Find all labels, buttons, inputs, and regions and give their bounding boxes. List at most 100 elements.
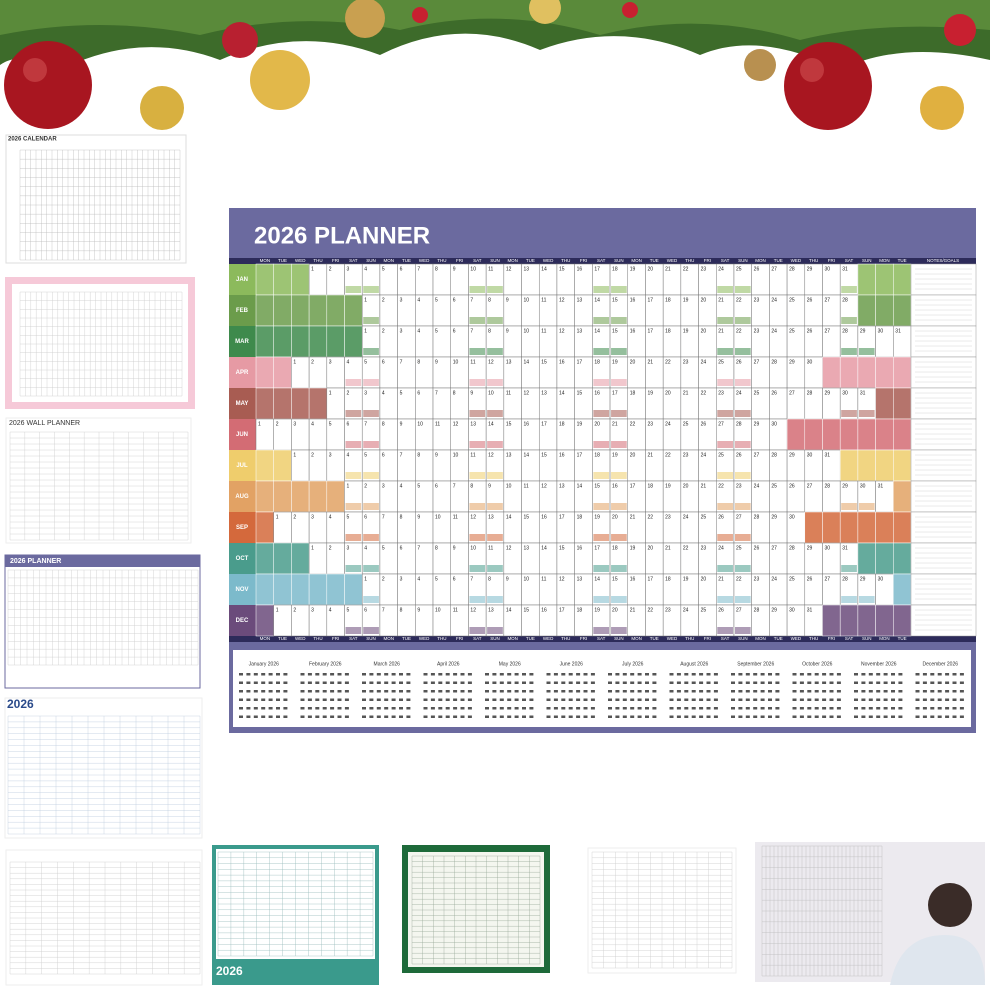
day-number: 5 bbox=[347, 607, 350, 613]
day-number: 27 bbox=[771, 266, 777, 272]
calendar-day bbox=[676, 698, 681, 701]
day-number: 27 bbox=[807, 483, 813, 489]
weekday-label: MON bbox=[755, 636, 766, 641]
thumbnail-title: 2026 bbox=[7, 697, 34, 711]
calendar-day bbox=[959, 690, 964, 693]
day-number: 9 bbox=[506, 297, 509, 303]
day-number: 7 bbox=[470, 576, 473, 582]
notes-cell bbox=[910, 573, 977, 606]
calendar-day bbox=[753, 698, 758, 701]
header-strip bbox=[229, 258, 976, 264]
day-number: 24 bbox=[683, 607, 689, 613]
day-number: 9 bbox=[506, 328, 509, 334]
empty-cell bbox=[273, 449, 292, 482]
calendar-day bbox=[362, 690, 366, 693]
calendar-day bbox=[768, 715, 772, 718]
calendar-day bbox=[713, 690, 718, 693]
empty-cell bbox=[875, 356, 894, 389]
calendar-day bbox=[467, 715, 472, 718]
day-number: 1 bbox=[311, 266, 314, 272]
empty-cell bbox=[839, 418, 859, 451]
weekday-label: WED bbox=[791, 636, 802, 641]
day-number: 28 bbox=[842, 328, 848, 334]
empty-cell bbox=[273, 294, 292, 327]
weekday-label: TUE bbox=[774, 258, 783, 263]
calendar-day bbox=[807, 673, 812, 676]
calendar-day bbox=[891, 673, 895, 676]
calendar-day bbox=[915, 681, 920, 684]
empty-cell bbox=[875, 294, 894, 327]
day-number: 23 bbox=[683, 452, 689, 458]
calendar-day bbox=[792, 681, 797, 684]
weekend-bar bbox=[593, 317, 610, 324]
calendar-day bbox=[952, 673, 957, 676]
calendar-day bbox=[937, 715, 942, 718]
day-number: 9 bbox=[435, 452, 438, 458]
day-number: 8 bbox=[382, 421, 385, 427]
day-number: 12 bbox=[488, 359, 494, 365]
month-label: MAR bbox=[235, 339, 249, 345]
day-number: 12 bbox=[470, 514, 476, 520]
weekday-label: THU bbox=[313, 258, 322, 263]
calendar-day bbox=[492, 715, 497, 718]
day-number: 27 bbox=[718, 421, 724, 427]
calendar-day bbox=[561, 690, 566, 693]
notes-cell bbox=[910, 263, 977, 296]
day-number: 14 bbox=[524, 452, 530, 458]
calendar-day bbox=[868, 673, 873, 676]
day-number: 4 bbox=[347, 452, 350, 458]
weekday-label: THU bbox=[809, 258, 818, 263]
calendar-day bbox=[330, 698, 335, 701]
calendar-day bbox=[959, 707, 964, 710]
calendar-day bbox=[239, 673, 243, 676]
day-number: 1 bbox=[364, 576, 367, 582]
calendar-day bbox=[608, 673, 612, 676]
calendar-day bbox=[891, 690, 895, 693]
calendar-day bbox=[583, 707, 588, 710]
calendar-day bbox=[300, 707, 305, 710]
calendar-day bbox=[854, 673, 858, 676]
calendar-day bbox=[615, 707, 620, 710]
calendar-day bbox=[883, 673, 888, 676]
empty-cell bbox=[875, 542, 894, 575]
calendar-day bbox=[883, 707, 888, 710]
weekend-bar bbox=[469, 441, 486, 448]
calendar-day bbox=[283, 707, 288, 710]
calendar-day bbox=[467, 698, 472, 701]
calendar-day bbox=[799, 690, 804, 693]
empty-cell bbox=[255, 573, 274, 606]
calendar-day bbox=[706, 681, 711, 684]
day-number: 28 bbox=[754, 514, 760, 520]
day-number: 24 bbox=[718, 545, 724, 551]
calendar-day bbox=[676, 690, 681, 693]
calendar-day bbox=[514, 698, 519, 701]
calendar-day bbox=[814, 698, 819, 701]
day-number: 20 bbox=[630, 359, 636, 365]
calendar-day bbox=[699, 698, 704, 701]
calendar-day bbox=[514, 690, 519, 693]
weekend-bar bbox=[717, 534, 733, 541]
calendar-day bbox=[568, 715, 573, 718]
day-number: 19 bbox=[647, 390, 653, 396]
day-number: 17 bbox=[630, 483, 636, 489]
weekday-label: TUE bbox=[898, 636, 907, 641]
calendar-day bbox=[738, 698, 743, 701]
month-label: DEC bbox=[236, 618, 249, 624]
calendar-day bbox=[669, 673, 674, 676]
day-number: 30 bbox=[789, 514, 795, 520]
weekday-label: MON bbox=[755, 258, 766, 263]
calendar-day bbox=[836, 707, 841, 710]
calendar-day bbox=[836, 698, 841, 701]
calendar-day bbox=[699, 673, 704, 676]
day-number: 3 bbox=[400, 576, 403, 582]
day-number: 13 bbox=[488, 607, 494, 613]
calendar-day bbox=[485, 715, 489, 718]
calendar-day bbox=[768, 673, 772, 676]
calendar-day bbox=[460, 698, 465, 701]
calendar-day bbox=[330, 681, 335, 684]
calendar-day bbox=[630, 681, 635, 684]
calendar-day bbox=[445, 673, 450, 676]
calendar-day bbox=[814, 681, 819, 684]
calendar-day bbox=[253, 690, 258, 693]
calendar-day bbox=[561, 681, 566, 684]
